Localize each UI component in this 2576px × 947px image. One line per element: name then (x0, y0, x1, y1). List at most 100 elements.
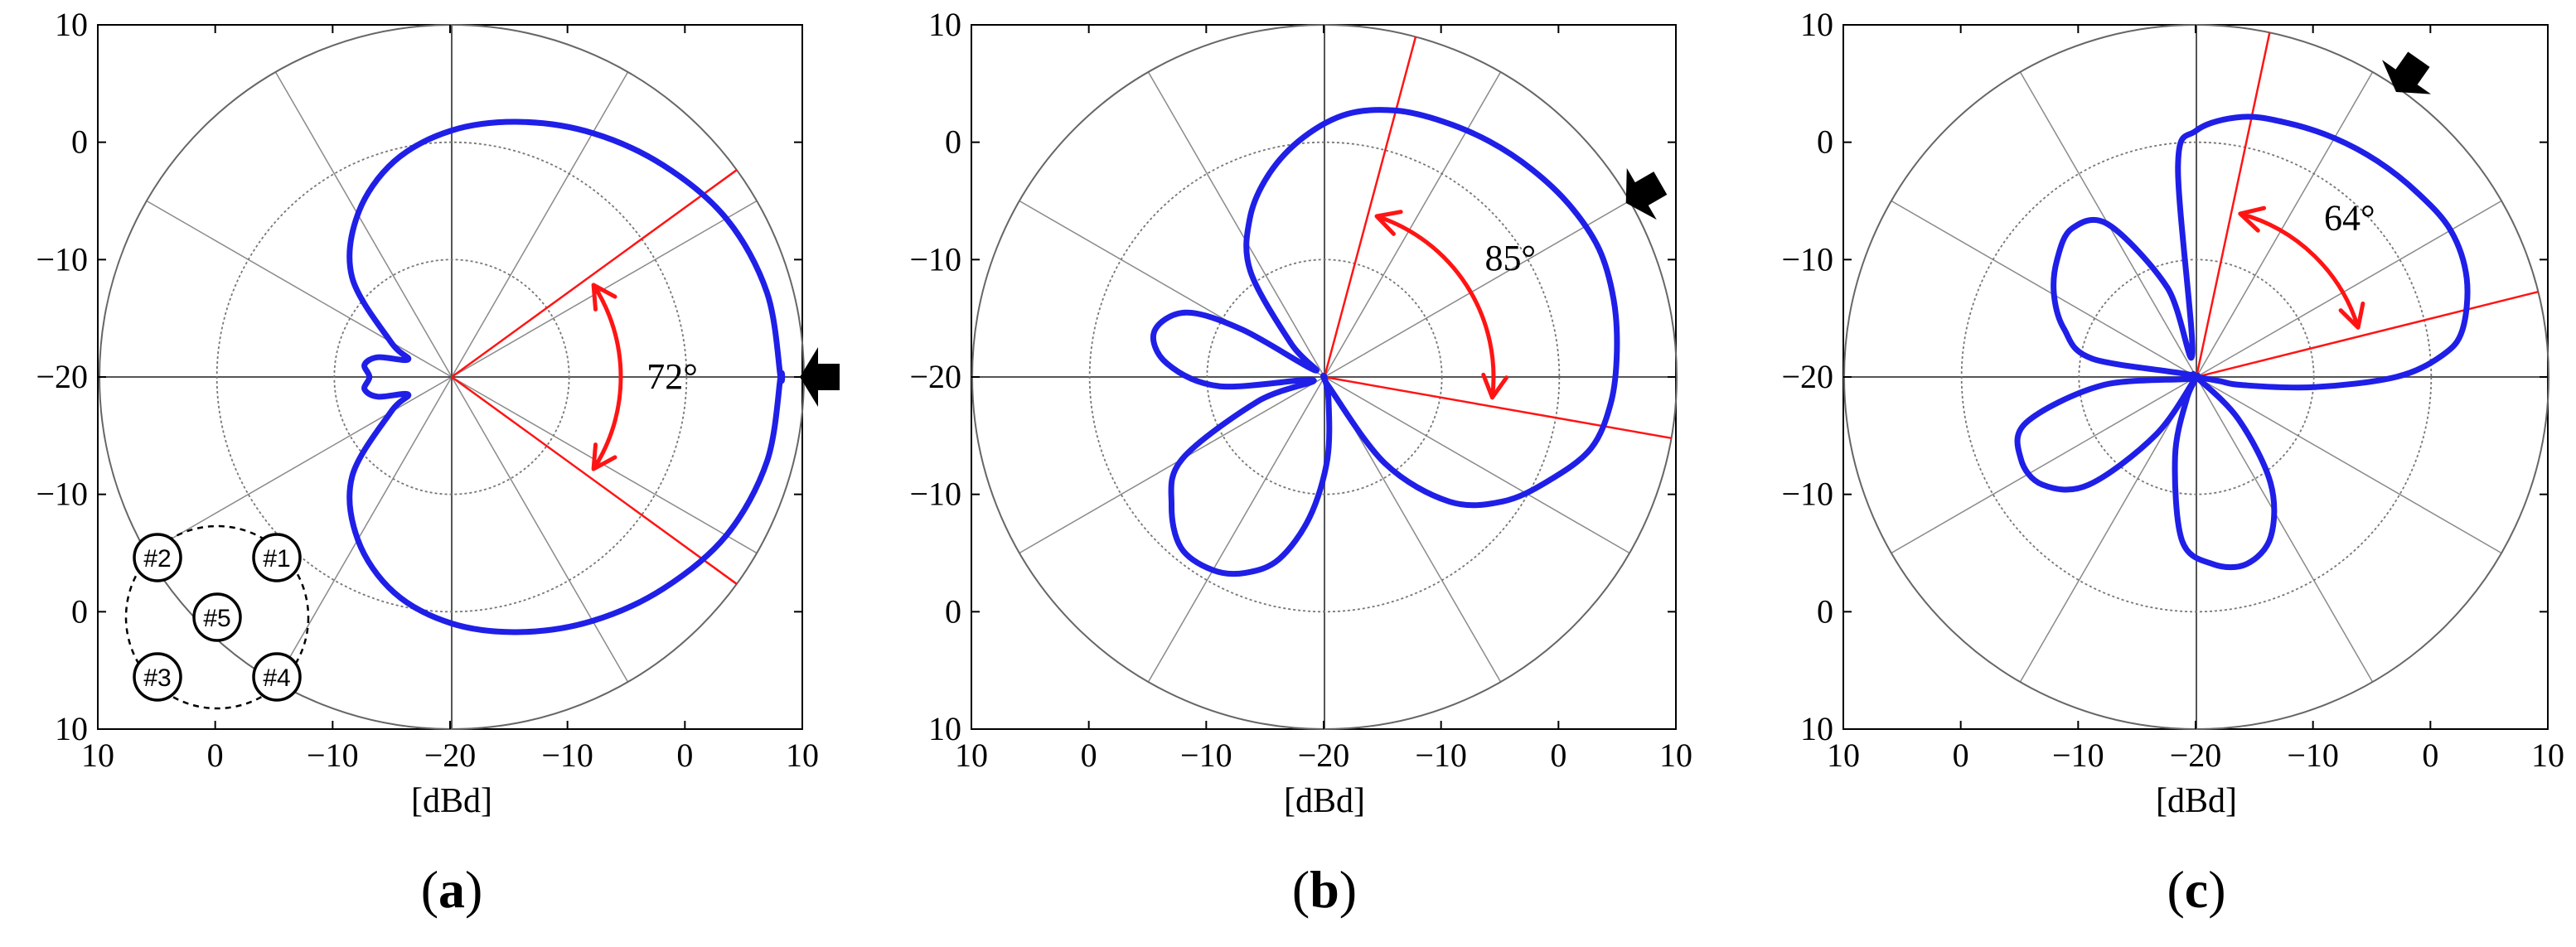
grid-ring (1206, 258, 1443, 495)
beamwidth-arrowhead (2238, 205, 2267, 233)
panel-c: 101000−10−10−20−20−10−10001010[dBd](c)64… (1781, 6, 2564, 919)
beamwidth-label: 64° (2324, 198, 2375, 239)
antenna-element (252, 652, 302, 702)
x-tick-label: 0 (1081, 737, 1097, 774)
y-tick-label: −20 (909, 358, 961, 395)
antenna-element-label: #5 (203, 605, 230, 632)
beamwidth-arc (591, 283, 623, 471)
beam-boundary-line (451, 169, 738, 379)
x-tick-label: −10 (1180, 737, 1232, 774)
x-tick-label: −10 (2287, 737, 2339, 774)
y-tick-label: −10 (1781, 240, 1833, 278)
x-tick-label: −10 (541, 737, 593, 774)
x-tick-label: 10 (1659, 737, 1692, 774)
y-tick-label: 10 (55, 6, 88, 43)
radiation-pattern-curve (1150, 107, 1620, 577)
x-tick-label: −20 (2170, 737, 2222, 774)
y-tick-label: 10 (55, 710, 88, 747)
spoke-line (2196, 376, 2502, 554)
spoke-line (451, 376, 629, 683)
x-tick-label: −10 (307, 737, 359, 774)
x-axis-label: [dBd] (411, 782, 492, 820)
beamwidth-arc (2239, 211, 2361, 329)
y-tick-label: 0 (945, 123, 961, 161)
spoke-line (2019, 376, 2197, 683)
spoke-line (146, 200, 453, 378)
panel-a: 101000−10−10−20−20−10−10001010[dBd](a)72… (36, 6, 840, 919)
y-tick-label: 10 (928, 710, 961, 747)
antenna-element (133, 533, 182, 582)
x-tick-label: 0 (1953, 737, 1969, 774)
array-layout-inset: #1 #2 #3 #4 #5 (124, 524, 310, 710)
y-tick-label: −10 (1781, 476, 1833, 513)
y-tick-label: 0 (71, 123, 88, 161)
grid-ring (215, 141, 688, 613)
grid-ring (333, 258, 570, 495)
panel-label: (c) (2167, 860, 2225, 919)
y-tick-label: 0 (945, 592, 961, 630)
x-tick-label: 10 (2531, 737, 2564, 774)
beamwidth-arrowhead (591, 442, 617, 471)
spoke-line (1891, 376, 2197, 554)
beam-boundary-line (1324, 375, 1672, 440)
panel-label: (a) (421, 860, 483, 919)
y-tick-label: −10 (909, 476, 961, 513)
antenna-element-label: #2 (143, 545, 171, 573)
array-outline (124, 524, 310, 710)
beam-boundary-line (1323, 36, 1417, 378)
direction-pointer-icon (800, 347, 840, 407)
x-tick-label: 10 (786, 737, 819, 774)
x-tick-label: 10 (81, 737, 114, 774)
antenna-element-label: #3 (143, 664, 171, 692)
direction-pointer-icon (2382, 51, 2432, 94)
radiation-pattern-curve (2014, 114, 2471, 571)
y-tick-label: −20 (1781, 358, 1833, 395)
beamwidth-arrowhead (591, 283, 617, 312)
y-tick-label: 10 (1800, 6, 1833, 43)
antenna-element (252, 533, 302, 582)
spoke-line (1019, 376, 1325, 554)
spoke-line (1324, 71, 1502, 378)
spoke-line (1147, 71, 1325, 378)
x-tick-label: 10 (1827, 737, 1860, 774)
beamwidth-label: 72° (646, 356, 698, 397)
x-axis-label: [dBd] (1284, 782, 1365, 820)
x-tick-label: 0 (207, 737, 224, 774)
x-axis-label: [dBd] (2156, 782, 2237, 820)
y-tick-label: −10 (909, 240, 961, 278)
beamwidth-label: 85° (1485, 238, 1537, 278)
radiation-pattern-curve (346, 118, 786, 635)
y-tick-label: 10 (1800, 710, 1833, 747)
beam-boundary-line (2195, 32, 2271, 378)
x-tick-label: 0 (2422, 737, 2438, 774)
spoke-line (274, 71, 453, 378)
y-tick-label: 0 (1817, 592, 1833, 630)
antenna-element (192, 592, 242, 642)
panel-label: (b) (1292, 860, 1357, 919)
x-tick-label: −10 (1415, 737, 1467, 774)
x-tick-label: 10 (955, 737, 988, 774)
x-tick-label: −10 (2052, 737, 2104, 774)
x-tick-label: 0 (676, 737, 693, 774)
beamwidth-arrowhead (1374, 210, 1403, 236)
spoke-line (451, 71, 629, 378)
antenna-element (133, 652, 182, 702)
spoke-line (1324, 200, 1630, 378)
x-tick-label: −20 (1298, 737, 1350, 774)
spoke-line (1891, 200, 2197, 378)
panel-b: 101000−10−10−20−20−10−10001010[dBd](b)85… (909, 6, 1692, 919)
spoke-line (2196, 71, 2374, 378)
spoke-line (146, 376, 453, 554)
x-tick-label: −20 (424, 737, 477, 774)
beamwidth-arrowhead (2338, 301, 2365, 330)
grid-ring (1960, 141, 2433, 613)
direction-pointer-icon (1625, 167, 1668, 220)
grid-ring (2078, 258, 2315, 495)
x-tick-label: 0 (1550, 737, 1566, 774)
y-tick-label: −10 (36, 240, 88, 278)
spoke-line (1324, 376, 1630, 554)
beam-boundary-line (451, 375, 738, 585)
grid-ring (1088, 141, 1561, 613)
beamwidth-arrowhead (1481, 372, 1509, 400)
